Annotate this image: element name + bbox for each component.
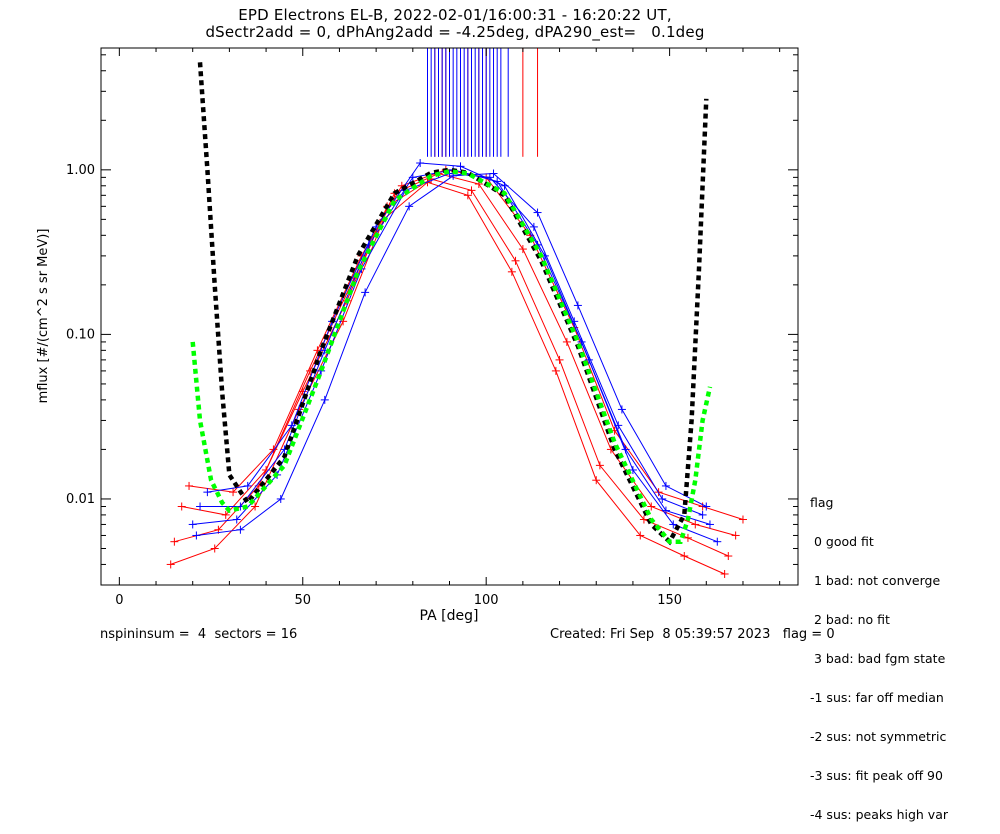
data-point-blue xyxy=(416,159,425,168)
x-axis-label: PA [deg] xyxy=(420,608,479,624)
series-layer xyxy=(166,48,747,578)
data-point-blue xyxy=(661,481,670,490)
data-point-blue xyxy=(236,525,245,534)
data-point-red xyxy=(518,245,527,254)
data-point-blue xyxy=(361,288,370,297)
flag-legend: flag 0 good fit 1 bad: not converge 2 ba… xyxy=(810,470,948,834)
footer-left: nspininsum = 4 sectors = 16 xyxy=(100,627,298,642)
data-point-blue xyxy=(320,395,329,404)
data-point-blue xyxy=(287,421,296,430)
data-point-blue xyxy=(617,405,626,414)
data-point-red xyxy=(463,191,472,200)
legend-item: -1 sus: far off median xyxy=(810,690,944,705)
data-point-red xyxy=(595,461,604,470)
data-point-blue xyxy=(203,488,212,497)
legend-item: -4 sus: peaks high var xyxy=(810,807,949,822)
data-point-red xyxy=(636,531,645,540)
legend-item: 0 good fit xyxy=(810,534,874,549)
y-axis-label: mflux [#/(cm^2 s sr MeV)] xyxy=(36,229,51,404)
legend-item: 1 bad: not converge xyxy=(810,573,941,588)
data-point-red xyxy=(683,533,692,542)
data-point-red xyxy=(269,445,278,454)
data-point-red xyxy=(313,346,322,355)
legend-item: -3 sus: fit peak off 90 xyxy=(810,768,943,783)
data-point-blue xyxy=(658,494,667,503)
data-point-blue xyxy=(573,301,582,310)
data-point-red xyxy=(170,537,179,546)
data-point-red xyxy=(511,256,520,265)
series-line-red xyxy=(174,178,729,557)
series-line-red xyxy=(188,169,744,520)
series-line-blue xyxy=(207,162,718,543)
series-line-red xyxy=(181,172,736,536)
data-point-red xyxy=(507,267,516,276)
data-point-blue xyxy=(405,202,414,211)
data-point-red xyxy=(639,515,648,524)
data-point-red xyxy=(229,488,238,497)
legend-title: flag xyxy=(810,495,834,510)
data-point-blue xyxy=(628,465,637,474)
data-point-red xyxy=(691,520,700,529)
data-point-blue xyxy=(698,510,707,519)
data-point-blue xyxy=(243,481,252,490)
data-point-blue xyxy=(529,222,538,231)
y-tick-label: 0.10 xyxy=(66,327,95,342)
data-point-blue xyxy=(196,502,205,511)
footer-right: Created: Fri Sep 8 05:39:57 2023 flag = … xyxy=(550,627,835,642)
data-point-red xyxy=(724,552,733,561)
data-point-red xyxy=(720,569,729,578)
data-point-red xyxy=(166,560,175,569)
data-point-blue xyxy=(702,502,711,511)
data-point-red xyxy=(210,544,219,553)
x-tick-label: 0 xyxy=(115,593,123,608)
data-point-red xyxy=(680,552,689,561)
data-point-blue xyxy=(485,173,494,182)
data-point-blue xyxy=(533,208,542,217)
data-point-red xyxy=(562,337,571,346)
legend-item: -2 sus: not symmetric xyxy=(810,729,947,744)
chart-canvas: 0 50 100 150 0.01 0.10 1.00 PA [deg] mflux [#/… xyxy=(36,47,799,624)
data-point-red xyxy=(738,515,747,524)
data-point-red xyxy=(555,355,564,364)
data-point-blue xyxy=(276,494,285,503)
chart-title-line-2: dSectr2add = 0, dPhAng2add = -4.25deg, d… xyxy=(205,23,705,41)
data-point-blue xyxy=(489,169,498,178)
data-point-blue xyxy=(713,537,722,546)
legend-item: 3 bad: bad fgm state xyxy=(810,651,946,666)
data-point-red xyxy=(221,510,230,519)
data-point-red xyxy=(592,476,601,485)
data-point-red xyxy=(251,502,260,511)
data-point-blue xyxy=(669,520,678,529)
legend-item: 2 bad: no fit xyxy=(810,612,890,627)
data-point-blue xyxy=(456,162,465,171)
data-point-red xyxy=(177,502,186,511)
data-point-red xyxy=(647,502,656,511)
data-point-red xyxy=(467,186,476,195)
x-tick-label: 50 xyxy=(294,593,311,608)
y-tick-label: 1.00 xyxy=(66,163,95,178)
x-tick-label: 150 xyxy=(657,593,682,608)
data-point-red xyxy=(731,531,740,540)
data-point-blue xyxy=(192,531,201,540)
data-point-blue xyxy=(188,520,197,529)
x-tick-label: 100 xyxy=(474,593,499,608)
y-tick-label: 0.01 xyxy=(66,492,95,507)
data-point-red xyxy=(185,481,194,490)
data-point-blue xyxy=(232,515,241,524)
series-line-red xyxy=(170,181,725,575)
axes-layer: 0 50 100 150 0.01 0.10 1.00 xyxy=(66,48,798,608)
data-point-red xyxy=(551,366,560,375)
data-point-blue xyxy=(705,520,714,529)
data-point-blue xyxy=(584,355,593,364)
fit-curve-green xyxy=(190,169,713,544)
chart-title-line-1: EPD Electrons EL-B, 2022-02-01/16:00:31 … xyxy=(238,6,672,24)
